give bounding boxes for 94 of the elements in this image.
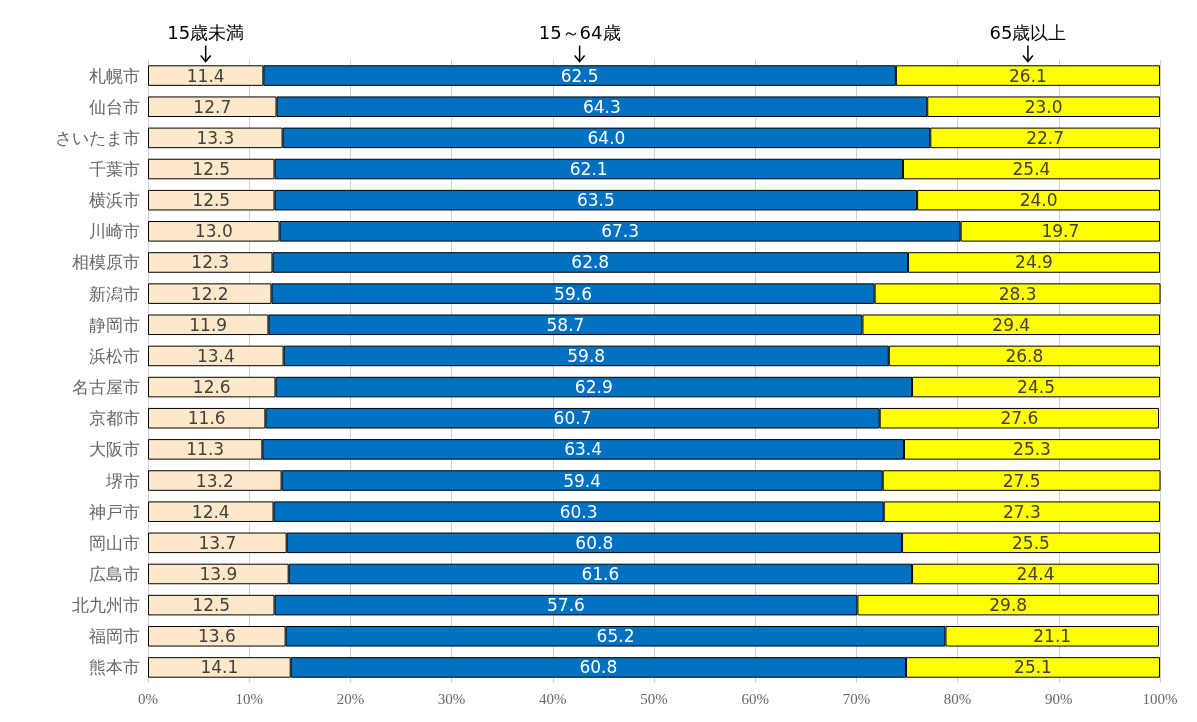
data-label: 11.4 [186, 65, 225, 86]
data-label: 60.8 [579, 657, 618, 678]
data-label: 62.9 [574, 377, 613, 398]
y-tick-label: 相模原市 [72, 252, 140, 273]
data-label: 27.3 [1002, 501, 1041, 522]
data-label: 61.6 [581, 563, 620, 584]
y-tick-label: 福岡市 [89, 626, 140, 647]
data-label: 11.9 [189, 314, 228, 335]
data-label: 13.7 [198, 532, 237, 553]
data-label: 57.6 [547, 595, 585, 616]
x-tick-label: 50% [640, 690, 668, 707]
data-label: 64.3 [582, 96, 621, 117]
data-label: 11.6 [187, 408, 226, 429]
data-label: 59.6 [554, 283, 592, 304]
data-label: 26.8 [1005, 345, 1044, 366]
data-label: 59.8 [567, 345, 606, 366]
data-label: 58.7 [546, 314, 585, 335]
x-tick-label: 60% [741, 690, 769, 707]
data-label: 21.1 [1033, 626, 1072, 647]
data-label: 24.9 [1015, 252, 1053, 273]
data-label: 13.6 [197, 626, 236, 647]
y-tick-label: 大阪市 [89, 439, 140, 460]
data-label: 12.5 [192, 190, 231, 211]
data-label: 67.3 [601, 221, 640, 242]
data-label: 19.7 [1041, 221, 1080, 242]
x-tick-label: 80% [943, 690, 972, 707]
data-label: 25.5 [1012, 532, 1050, 553]
data-label: 12.2 [190, 283, 229, 304]
data-label: 13.4 [196, 345, 235, 366]
data-label: 62.8 [571, 252, 610, 273]
y-tick-label: 横浜市 [89, 190, 140, 211]
data-label: 62.5 [560, 65, 599, 86]
series-label: 65歳以上 [989, 22, 1067, 44]
y-tick-label: 京都市 [89, 408, 140, 429]
data-label: 29.8 [989, 595, 1028, 616]
y-tick-label: 仙台市 [89, 96, 140, 117]
x-tick-label: 0% [138, 690, 158, 707]
y-tick-label: 堺市 [105, 470, 140, 491]
data-label: 24.0 [1019, 190, 1058, 211]
data-label: 13.3 [196, 127, 235, 148]
data-label: 22.7 [1026, 127, 1065, 148]
data-label: 25.4 [1012, 159, 1051, 180]
data-label: 24.4 [1016, 563, 1055, 584]
data-label: 24.5 [1017, 377, 1055, 398]
y-tick-label: 広島市 [89, 563, 140, 584]
data-label: 59.4 [563, 470, 602, 491]
data-label: 13.0 [194, 221, 233, 242]
y-tick-label: 札幌市 [89, 65, 140, 86]
data-label: 12.4 [191, 501, 230, 522]
data-label: 60.7 [553, 408, 592, 429]
data-label: 63.5 [576, 190, 615, 211]
data-label: 12.6 [192, 377, 231, 398]
data-label: 29.4 [992, 314, 1031, 335]
y-tick-label: 北九州市 [72, 595, 140, 616]
data-label: 12.5 [192, 595, 231, 616]
data-label: 12.5 [192, 159, 231, 180]
x-tick-label: 100% [1142, 690, 1178, 707]
data-label: 63.4 [564, 439, 603, 460]
data-label: 62.1 [569, 159, 608, 180]
x-tick-label: 30% [437, 690, 466, 707]
series-label: 15歳未満 [167, 22, 245, 44]
x-tick-label: 90% [1045, 690, 1073, 707]
y-tick-label: 千葉市 [89, 159, 140, 180]
data-label: 28.3 [998, 283, 1037, 304]
data-label: 13.9 [199, 563, 238, 584]
y-tick-label: 岡山市 [89, 532, 140, 553]
y-tick-label: 静岡市 [89, 314, 140, 335]
y-tick-label: 川崎市 [89, 221, 140, 242]
data-label: 60.8 [575, 532, 614, 553]
data-label: 25.1 [1014, 657, 1052, 678]
data-label: 27.5 [1002, 470, 1041, 491]
data-label: 13.2 [195, 470, 234, 491]
x-tick-label: 70% [842, 690, 871, 707]
data-label: 25.3 [1013, 439, 1051, 460]
y-tick-label: さいたま市 [55, 127, 140, 148]
y-tick-label: 熊本市 [89, 657, 140, 678]
y-tick-label: 名古屋市 [72, 377, 140, 398]
x-tick-label: 20% [336, 690, 365, 707]
data-label: 60.3 [559, 501, 598, 522]
data-label: 65.2 [596, 626, 635, 647]
data-label: 23.0 [1024, 96, 1063, 117]
y-tick-label: 新潟市 [89, 283, 140, 304]
data-label: 27.6 [1000, 408, 1039, 429]
data-label: 14.1 [200, 657, 239, 678]
x-tick-label: 10% [235, 690, 263, 707]
y-tick-label: 神戸市 [89, 501, 140, 522]
data-label: 11.3 [186, 439, 225, 460]
data-label: 26.1 [1009, 65, 1047, 86]
data-label: 12.3 [191, 252, 230, 273]
series-label: 15～64歳 [538, 22, 621, 44]
data-label: 64.0 [587, 127, 626, 148]
y-tick-label: 浜松市 [89, 345, 140, 366]
data-label: 12.7 [193, 96, 232, 117]
x-tick-label: 40% [539, 690, 567, 707]
